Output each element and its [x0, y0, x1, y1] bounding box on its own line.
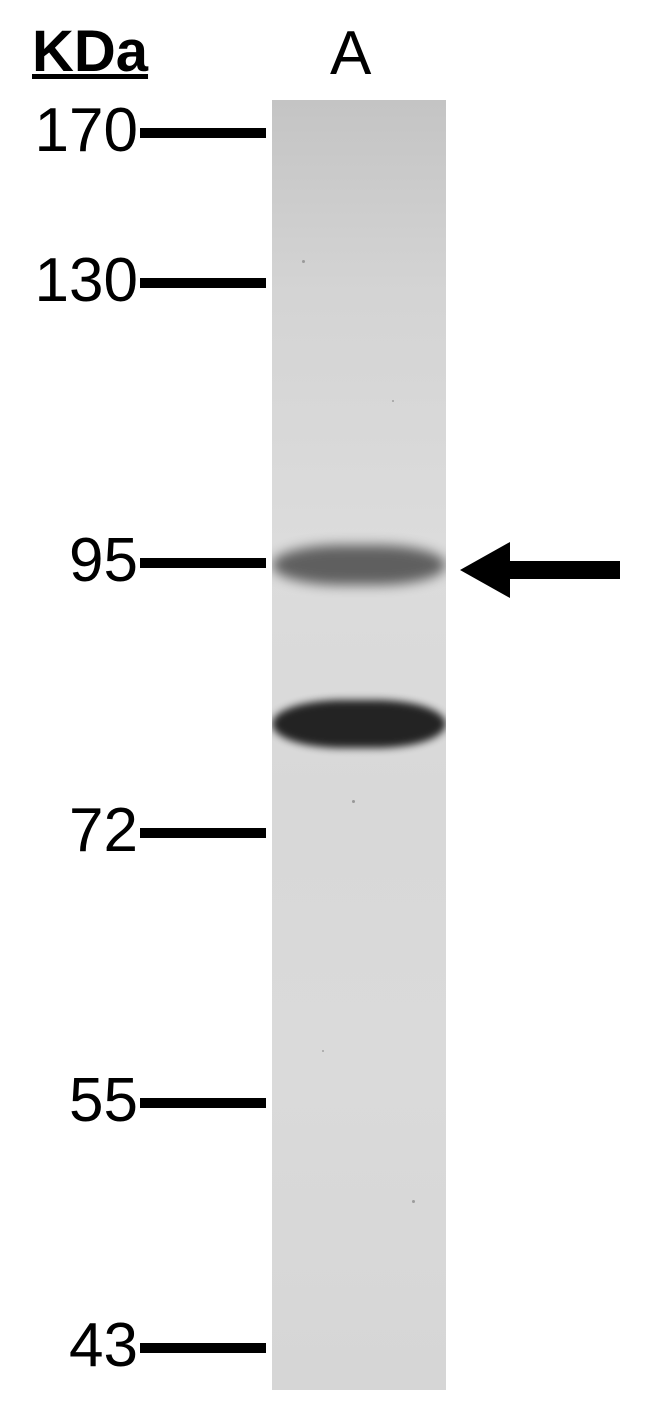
marker-tick-130 — [140, 278, 266, 288]
marker-label-95: 95 — [8, 525, 138, 596]
target-band-arrow — [460, 542, 620, 598]
noise-spot — [392, 400, 394, 402]
marker-tick-55 — [140, 1098, 266, 1108]
noise-spot — [412, 1200, 415, 1203]
noise-spot — [302, 260, 305, 263]
marker-label-43: 43 — [8, 1310, 138, 1381]
protein-band-2 — [272, 700, 446, 748]
kda-unit-label: KDa — [32, 18, 148, 85]
marker-tick-72 — [140, 828, 266, 838]
marker-label-55: 55 — [8, 1065, 138, 1136]
marker-tick-170 — [140, 128, 266, 138]
noise-spot — [352, 800, 355, 803]
marker-tick-95 — [140, 558, 266, 568]
marker-label-130: 130 — [8, 245, 138, 316]
noise-spot — [322, 1050, 324, 1052]
protein-band-1 — [272, 545, 446, 585]
marker-label-72: 72 — [8, 795, 138, 866]
blot-lane-a — [272, 100, 446, 1390]
blot-figure: KDa 170 130 95 72 55 43 A — [0, 0, 650, 1408]
marker-tick-43 — [140, 1343, 266, 1353]
lane-label-a: A — [330, 18, 371, 89]
marker-label-170: 170 — [8, 95, 138, 166]
